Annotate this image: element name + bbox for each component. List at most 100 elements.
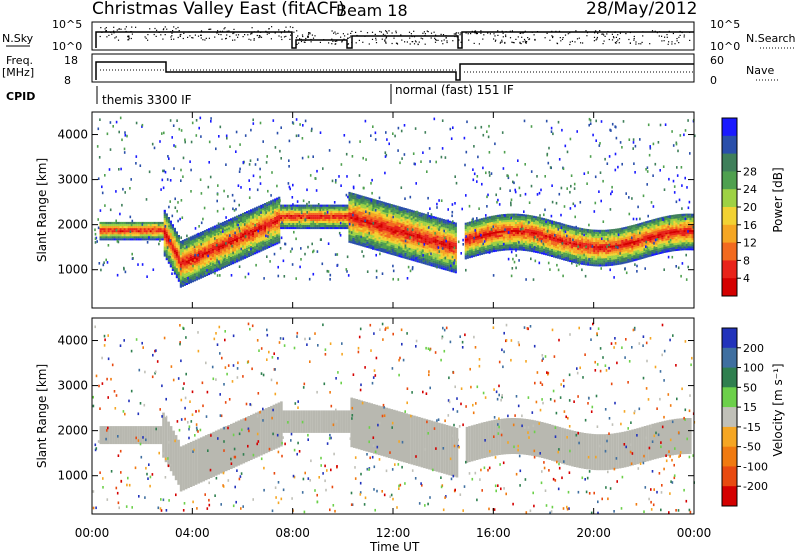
- power-cell: [553, 239, 556, 242]
- power-cell: [414, 219, 417, 222]
- power-cell: [187, 279, 190, 282]
- power-cell: [414, 237, 417, 240]
- power-cell: [242, 235, 245, 238]
- power-cell: [221, 236, 225, 239]
- power-cell: [585, 263, 588, 266]
- power-cell: [488, 242, 491, 245]
- power-cell: [123, 238, 126, 241]
- power-cell: [268, 203, 271, 206]
- power-cell: [221, 242, 225, 245]
- power-cell: [428, 237, 431, 240]
- power-cell: [336, 214, 339, 217]
- nsky-point: [569, 43, 571, 46]
- power-cell: [402, 235, 405, 239]
- power-cell: [382, 240, 385, 243]
- power-cell: [181, 258, 184, 261]
- power-cell: [579, 262, 582, 265]
- power-cell: [512, 229, 516, 232]
- power-cell: [189, 278, 192, 282]
- power-cell: [444, 245, 447, 249]
- power-cell: [264, 231, 267, 234]
- power-cell: [201, 259, 205, 262]
- power-cell: [117, 221, 120, 225]
- nsky-point: [663, 40, 665, 42]
- power-cell: [420, 212, 423, 215]
- freq-panel-frame: [91, 53, 695, 83]
- power-cell: [362, 202, 365, 205]
- power-cell: [270, 240, 273, 244]
- power-cell: [219, 226, 223, 230]
- power-cell: [526, 249, 530, 252]
- power-cell: [498, 220, 502, 223]
- power-cell: [535, 218, 538, 221]
- power-cell: [553, 247, 556, 250]
- power-cell: [278, 208, 281, 212]
- power-cell: [392, 237, 395, 240]
- power-cell: [242, 247, 245, 250]
- power-cell: [294, 218, 297, 221]
- power-cell: [276, 232, 279, 235]
- power-cell: [203, 238, 207, 241]
- power-cell: [567, 224, 570, 228]
- power-cell: [213, 233, 217, 236]
- nsky-point: [105, 27, 107, 29]
- power-cell: [575, 235, 578, 238]
- power-cell: [340, 224, 343, 228]
- nsky-point: [511, 41, 513, 43]
- power-cell: [410, 221, 413, 225]
- power-cell: [416, 248, 419, 251]
- power-cell: [358, 217, 361, 220]
- power-cell: [500, 236, 504, 239]
- power-cell: [581, 234, 584, 237]
- power-cell: [223, 239, 227, 242]
- power-cell: [199, 274, 203, 277]
- power-cell: [529, 217, 532, 220]
- power-cell: [436, 219, 439, 222]
- power-cell: [581, 236, 584, 239]
- power-cell: [416, 258, 419, 261]
- power-cell: [474, 223, 477, 227]
- power-cell: [490, 215, 493, 218]
- nsky-point: [430, 32, 433, 34]
- power-cell: [539, 227, 542, 230]
- power-cell: [225, 230, 229, 233]
- power-cell: [549, 254, 552, 257]
- nsky-point: [603, 40, 605, 42]
- power-cell: [358, 215, 361, 218]
- power-cell: [358, 227, 361, 230]
- power-cell: [378, 200, 381, 203]
- power-cell: [374, 229, 377, 232]
- power-cell: [248, 240, 251, 243]
- power-cell: [207, 262, 211, 265]
- power-cell: [252, 208, 255, 211]
- power-cell: [408, 253, 411, 256]
- nsky-point: [342, 33, 344, 35]
- power-cell: [191, 253, 194, 256]
- power-cell: [522, 246, 526, 249]
- power-cell: [406, 230, 409, 234]
- power-cell: [376, 210, 379, 213]
- power-cell: [256, 212, 259, 215]
- power-cell: [438, 219, 441, 223]
- power-cell: [490, 242, 493, 245]
- power-cell: [318, 220, 321, 223]
- power-cell: [328, 204, 331, 207]
- power-cell: [310, 220, 313, 223]
- power-cell: [428, 227, 431, 230]
- nsky-point: [351, 30, 353, 32]
- power-cell: [159, 226, 162, 229]
- power-cell: [356, 194, 359, 197]
- nave-tick-bottom: 0: [710, 74, 717, 87]
- power-cell: [384, 230, 387, 233]
- power-cell: [555, 221, 558, 224]
- power-cell: [159, 236, 162, 239]
- power-cell: [127, 238, 130, 241]
- nsky-point: [173, 38, 175, 40]
- power-cell: [350, 214, 353, 217]
- power-cell: [408, 249, 411, 252]
- power-cell: [529, 221, 532, 224]
- power-cell: [510, 240, 514, 243]
- power-cell: [288, 212, 291, 215]
- power-cell: [454, 259, 457, 262]
- power-cell: [384, 226, 387, 229]
